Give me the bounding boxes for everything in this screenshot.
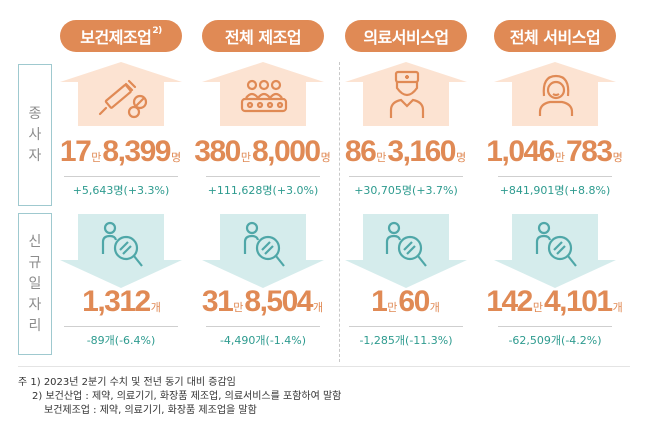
unit-man: 만 xyxy=(554,152,565,164)
unit-label: 개 xyxy=(312,302,324,314)
down-arrow-shape xyxy=(345,214,467,288)
row-label-char: 신 xyxy=(28,233,42,250)
medicine-syringe-icon xyxy=(98,79,148,119)
footnote-marker: 2) xyxy=(152,26,162,36)
row-label-char: 종 xyxy=(28,105,42,122)
footnote-line: 주 1) 2023년 2분기 수치 및 전년 동기 대비 증감임 xyxy=(18,377,236,388)
unit-man: 만 xyxy=(233,302,244,314)
divider-line xyxy=(498,326,612,327)
unit-man: 만 xyxy=(240,152,251,164)
unit-label: 개 xyxy=(429,302,440,314)
divider-line xyxy=(349,176,463,177)
divider-line xyxy=(206,176,320,177)
down-arrow-shape xyxy=(60,214,182,288)
employees-value-all-manufacturing: 380만8,000명 xyxy=(193,132,333,172)
value-major: 17 xyxy=(59,135,92,168)
employees-value-health-manufacturing: 17만8,399명 xyxy=(55,132,187,172)
unit-label: 명 xyxy=(320,152,331,164)
unit-man: 만 xyxy=(387,302,398,314)
unit-label: 명 xyxy=(170,152,182,164)
row-label-char: 일 xyxy=(28,275,42,292)
row-label-char: 리 xyxy=(28,317,42,334)
unit-man: 만 xyxy=(376,152,387,164)
employees-change-all-manufacturing: +111,628명(+3.0%) xyxy=(207,184,319,197)
job-search-icon xyxy=(243,221,285,267)
newjobs-change-all-services: -62,509개(-4.2%) xyxy=(508,334,602,347)
divider-line xyxy=(64,326,178,327)
divider-line xyxy=(64,176,178,177)
category-pill-medical-services: 의료서비스업 xyxy=(345,20,467,52)
newjobs-change-health-manufacturing: -89개(-6.4%) xyxy=(86,334,156,347)
newjobs-change-all-manufacturing: -4,490개(-1.4%) xyxy=(219,334,307,347)
job-search-icon xyxy=(535,221,577,267)
value-minor: 4,101 xyxy=(543,285,613,318)
employees-value-medical-services: 86만3,160명 xyxy=(340,132,472,172)
value-major: 1,046 xyxy=(486,135,555,168)
employees-change-all-services: +841,901명(+8.8%) xyxy=(499,184,611,197)
footnote-line: 보건제조업 : 제약, 의료기기, 화장품 제조업을 말함 xyxy=(44,405,257,416)
row-label-char: 사 xyxy=(28,126,42,143)
value-major: 86 xyxy=(344,135,377,168)
factory-workers-icon xyxy=(240,79,288,113)
column-divider xyxy=(339,62,340,362)
value-major: 31 xyxy=(201,285,234,318)
newjobs-value-medical-services: 1만60개 xyxy=(340,282,472,322)
divider-line xyxy=(349,326,463,327)
job-search-icon xyxy=(101,221,143,267)
value-minor: 60 xyxy=(398,285,430,318)
value-minor: 8,504 xyxy=(244,285,313,318)
value-major: 380 xyxy=(194,135,241,168)
category-label: 보건제조업 xyxy=(80,28,152,47)
row-label-new-jobs: 신 규 일 자 리 xyxy=(18,213,52,355)
unit-man: 만 xyxy=(91,152,102,164)
newjobs-value-health-manufacturing: 1,312개 xyxy=(55,282,187,322)
unit-label: 개 xyxy=(150,302,161,314)
unit-man: 만 xyxy=(532,302,543,314)
footnotes: 주 1) 2023년 2분기 수치 및 전년 동기 대비 증감임 2) 보건산업… xyxy=(18,376,341,418)
employees-value-all-services: 1,046만783명 xyxy=(480,132,630,172)
divider-line xyxy=(498,176,612,177)
up-arrow-shape xyxy=(60,62,182,126)
doctor-icon xyxy=(389,70,425,118)
job-search-icon xyxy=(385,221,427,267)
down-arrow-shape xyxy=(494,214,616,288)
value-minor: 3,160 xyxy=(387,135,456,168)
row-label-employees: 종 사 자 xyxy=(18,64,52,206)
row-label-char: 자 xyxy=(28,296,42,313)
row-label-char: 규 xyxy=(28,254,42,271)
value-minor: 1,312 xyxy=(82,285,151,318)
newjobs-change-medical-services: -1,285개(-11.3%) xyxy=(359,334,453,347)
category-label: 전체 서비스업 xyxy=(509,28,601,47)
category-pill-all-services: 전체 서비스업 xyxy=(494,20,616,52)
value-minor: 8,000 xyxy=(251,135,321,168)
category-label: 전체 제조업 xyxy=(224,28,302,47)
value-minor: 783 xyxy=(566,135,613,168)
newjobs-value-all-manufacturing: 31만8,504개 xyxy=(193,282,333,322)
value-minor: 8,399 xyxy=(102,135,171,168)
unit-label: 명 xyxy=(612,152,623,164)
footnote-line: 2) 보건산업 : 제약, 의료기기, 화장품 제조업, 의료서비스를 포함하여… xyxy=(32,391,342,402)
value-major: 1 xyxy=(371,285,388,318)
value-major: 142 xyxy=(486,285,533,318)
service-worker-icon xyxy=(538,74,574,116)
newjobs-value-all-services: 142만4,101개 xyxy=(480,282,630,322)
divider-line xyxy=(206,326,320,327)
footnote-divider xyxy=(18,366,630,367)
employees-change-health-manufacturing: +5,643명(+3.3%) xyxy=(72,184,170,197)
unit-label: 개 xyxy=(612,302,623,314)
down-arrow-shape xyxy=(202,214,324,288)
row-label-char: 자 xyxy=(28,147,42,164)
category-pill-health-manufacturing: 보건제조업 2) xyxy=(60,20,182,52)
category-label: 의료서비스업 xyxy=(363,28,449,47)
category-pill-all-manufacturing: 전체 제조업 xyxy=(202,20,324,52)
employees-change-medical-services: +30,705명(+3.7%) xyxy=(354,184,458,197)
unit-label: 명 xyxy=(455,152,467,164)
